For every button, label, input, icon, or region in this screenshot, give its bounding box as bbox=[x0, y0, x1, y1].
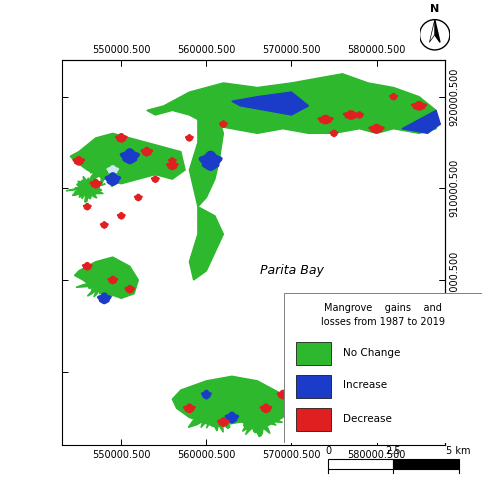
Polygon shape bbox=[318, 116, 333, 124]
Polygon shape bbox=[412, 102, 427, 110]
Polygon shape bbox=[260, 404, 272, 412]
Polygon shape bbox=[184, 382, 239, 432]
Polygon shape bbox=[118, 212, 125, 219]
Polygon shape bbox=[82, 262, 92, 270]
Polygon shape bbox=[70, 134, 185, 184]
Polygon shape bbox=[83, 204, 91, 210]
Polygon shape bbox=[189, 206, 223, 280]
Polygon shape bbox=[90, 180, 101, 188]
Polygon shape bbox=[402, 110, 440, 134]
Polygon shape bbox=[172, 376, 291, 426]
Polygon shape bbox=[134, 194, 142, 200]
Polygon shape bbox=[200, 152, 222, 171]
Polygon shape bbox=[218, 418, 229, 426]
Polygon shape bbox=[232, 92, 308, 115]
Polygon shape bbox=[429, 20, 435, 42]
Bar bbox=[328, 459, 393, 469]
Polygon shape bbox=[356, 112, 363, 118]
Polygon shape bbox=[343, 111, 359, 119]
Text: 5 km: 5 km bbox=[447, 446, 471, 456]
Polygon shape bbox=[435, 20, 440, 42]
Polygon shape bbox=[152, 176, 159, 182]
Polygon shape bbox=[125, 286, 134, 293]
Polygon shape bbox=[168, 158, 176, 164]
Text: No Change: No Change bbox=[343, 348, 401, 358]
Text: Decrease: Decrease bbox=[343, 414, 392, 424]
Polygon shape bbox=[66, 174, 105, 202]
Polygon shape bbox=[101, 222, 108, 228]
Text: Parita Bay: Parita Bay bbox=[259, 264, 324, 278]
Polygon shape bbox=[107, 166, 119, 174]
Polygon shape bbox=[98, 293, 111, 304]
Polygon shape bbox=[147, 74, 436, 134]
Polygon shape bbox=[166, 161, 178, 170]
Bar bbox=[393, 459, 458, 469]
Polygon shape bbox=[75, 257, 138, 298]
Polygon shape bbox=[277, 390, 288, 399]
Polygon shape bbox=[116, 134, 127, 142]
Text: Mangrove    gains    and
losses from 1987 to 2019: Mangrove gains and losses from 1987 to 2… bbox=[321, 303, 445, 327]
Polygon shape bbox=[73, 156, 84, 165]
Polygon shape bbox=[330, 130, 338, 136]
Polygon shape bbox=[220, 121, 227, 128]
Text: N: N bbox=[430, 4, 439, 14]
Polygon shape bbox=[189, 106, 223, 206]
Bar bbox=[296, 342, 331, 364]
Polygon shape bbox=[108, 276, 118, 283]
Polygon shape bbox=[184, 404, 195, 412]
Text: 0: 0 bbox=[325, 446, 331, 456]
Polygon shape bbox=[186, 135, 193, 141]
Polygon shape bbox=[390, 94, 397, 100]
Polygon shape bbox=[239, 396, 284, 436]
Polygon shape bbox=[202, 390, 211, 399]
Polygon shape bbox=[84, 147, 129, 187]
Polygon shape bbox=[369, 124, 384, 133]
Text: Increase: Increase bbox=[343, 380, 387, 390]
Polygon shape bbox=[121, 149, 139, 164]
Polygon shape bbox=[141, 148, 153, 156]
Polygon shape bbox=[225, 412, 239, 423]
Polygon shape bbox=[76, 268, 124, 297]
Polygon shape bbox=[105, 173, 121, 186]
Bar bbox=[296, 408, 331, 430]
Bar bbox=[296, 375, 331, 398]
Text: 2.5: 2.5 bbox=[386, 446, 401, 456]
